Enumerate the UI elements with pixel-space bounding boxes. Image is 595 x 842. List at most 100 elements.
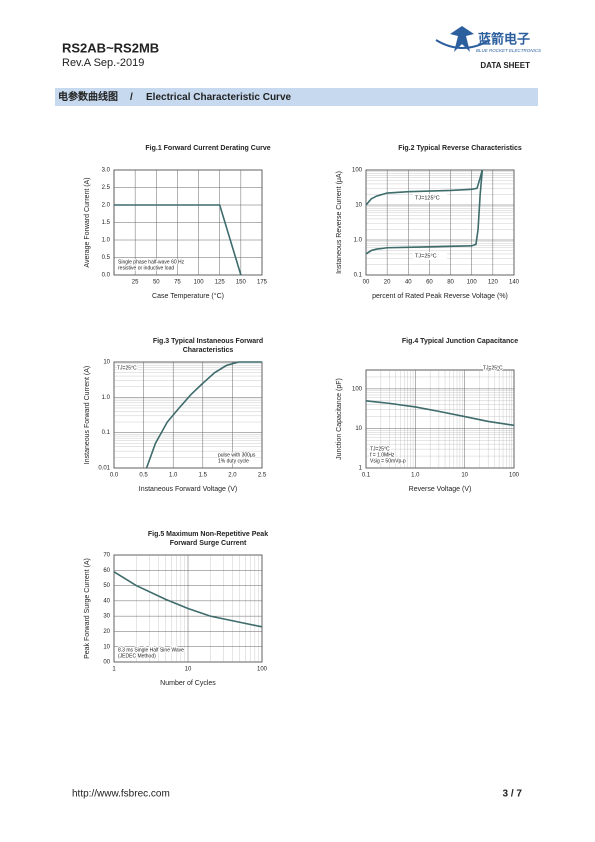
label-bg xyxy=(413,252,447,260)
y-axis-label: Instaneous Forward Current (A) xyxy=(84,366,91,464)
annotation: pulse with 300μs xyxy=(218,452,256,458)
footer-url: http://www.fsbrec.com xyxy=(72,789,170,800)
x-tick-label: 175 xyxy=(257,280,268,286)
x-tick-label: 50 xyxy=(153,280,160,286)
plot-area xyxy=(113,361,263,469)
x-tick-label: 25 xyxy=(132,280,139,286)
annotation: TJ=25°C xyxy=(483,365,503,371)
x-tick-label: 0.5 xyxy=(139,473,148,479)
x-tick-label: 20 xyxy=(384,280,391,286)
x-tick-label: 1.0 xyxy=(169,473,178,479)
y-axis-label: Junction Capacitance (pF) xyxy=(336,378,343,460)
curve xyxy=(365,169,484,255)
y-tick-label: 1.5 xyxy=(102,220,111,226)
y-tick-label: 00 xyxy=(103,660,110,666)
doc-type: DATA SHEET xyxy=(480,61,530,70)
x-tick-label: 140 xyxy=(509,280,520,286)
section-sep: / xyxy=(130,92,133,103)
chart-title: Fig.2 Typical Reverse Characteristics xyxy=(398,145,522,152)
section-en: Electrical Characteristic Curve xyxy=(146,92,292,103)
y-tick-label: 10 xyxy=(355,203,362,209)
x-tick-label: 2.5 xyxy=(258,473,267,479)
plot-area xyxy=(365,369,515,469)
page-number: 3 / 7 xyxy=(503,789,523,800)
x-tick-label: 60 xyxy=(426,280,433,286)
annotation: TJ=25°C xyxy=(117,365,137,371)
chart-title: Forward Surge Current xyxy=(170,540,247,547)
y-tick-label: 1 xyxy=(359,466,363,472)
x-tick-label: 1.0 xyxy=(411,473,420,479)
x-tick-label: 100 xyxy=(194,280,205,286)
x-axis-label: Reverse Voltage (V) xyxy=(409,486,472,493)
y-axis-label: Instaneous Reverse Current (μA) xyxy=(336,171,343,274)
x-tick-label: 10 xyxy=(185,667,192,673)
section-bar xyxy=(55,88,538,106)
chart-title: Fig.4 Typical Junction Capacitance xyxy=(402,338,518,345)
y-tick-label: 10 xyxy=(103,360,110,366)
x-tick-label: 1.5 xyxy=(199,473,208,479)
logo-icon xyxy=(450,26,474,52)
x-tick-label: 125 xyxy=(215,280,226,286)
annotation: f = 1.0MHz xyxy=(370,452,395,458)
y-tick-label: 0.1 xyxy=(354,273,363,279)
annotation: Vsig = 50mVp-p xyxy=(370,458,406,464)
series-label: TJ=25°C xyxy=(415,253,437,259)
x-axis-label: Case Temperature (°C) xyxy=(152,292,224,300)
x-tick-label: 0.0 xyxy=(110,473,119,479)
annotation: Single phase half-wave 60 Hz xyxy=(118,259,185,265)
revision: Rev.A Sep.-2019 xyxy=(62,57,144,69)
x-tick-label: 75 xyxy=(174,280,181,286)
chart-title: Fig.1 Forward Current Derating Curve xyxy=(145,145,270,152)
y-tick-label: 0.1 xyxy=(102,430,111,436)
x-tick-label: 100 xyxy=(509,473,520,479)
y-tick-label: 0.5 xyxy=(102,255,111,261)
x-tick-label: 150 xyxy=(236,280,247,286)
y-tick-label: 20 xyxy=(103,629,110,635)
series-label: TJ=125°C xyxy=(415,195,440,201)
x-tick-label: 120 xyxy=(488,280,499,286)
logo-en: BLUE ROCKET ELECTRONICS xyxy=(476,48,541,53)
y-tick-label: 10 xyxy=(103,644,110,650)
curve xyxy=(365,169,484,206)
part-number: RS2AB~RS2MB xyxy=(62,40,159,55)
y-tick-label: 1.0 xyxy=(102,238,111,244)
logo-cn: 蓝箭电子 xyxy=(478,31,530,46)
y-tick-label: 100 xyxy=(352,168,363,174)
y-tick-label: 2.5 xyxy=(102,185,111,191)
y-tick-label: 0.0 xyxy=(102,273,111,279)
y-tick-label: 30 xyxy=(103,614,110,620)
y-tick-label: 40 xyxy=(103,598,110,604)
label-bg xyxy=(413,194,447,202)
x-tick-label: 100 xyxy=(257,667,268,673)
chart-title: Fig.5 Maximum Non-Repetitive Peak xyxy=(148,531,268,538)
x-axis-label: Instaneous Forward Voltage (V) xyxy=(139,486,237,493)
logo-swoosh xyxy=(435,39,491,49)
annotation: 1% duty cycle xyxy=(218,458,249,464)
curve xyxy=(365,399,515,427)
section-cn: 电参数曲线图 xyxy=(58,90,118,103)
y-tick-label: 70 xyxy=(103,553,110,559)
x-tick-label: 80 xyxy=(447,280,454,286)
curve xyxy=(114,204,242,276)
y-tick-label: 3.0 xyxy=(102,168,111,174)
y-tick-label: 1.0 xyxy=(102,395,111,401)
curve xyxy=(145,361,262,469)
y-tick-label: 2.0 xyxy=(102,203,111,209)
chart-title: Fig.3 Typical Instaneous Forward xyxy=(153,338,263,345)
annotation: TJ=25°C xyxy=(370,446,390,452)
y-axis-label: Average Forward Current (A) xyxy=(84,177,91,267)
x-tick-label: 0.1 xyxy=(362,473,371,479)
annotation: 8.3 ms Single Half Sine Wave xyxy=(118,647,184,653)
x-tick-label: 00 xyxy=(363,280,370,286)
annotation: resistive or inductive load xyxy=(118,265,174,271)
x-tick-label: 100 xyxy=(467,280,478,286)
x-tick-label: 10 xyxy=(461,473,468,479)
annotation: (JEDEC Method) xyxy=(118,653,156,659)
y-tick-label: 0.01 xyxy=(98,466,110,472)
chart-title: Characteristics xyxy=(183,347,234,354)
y-tick-label: 10 xyxy=(355,426,362,432)
y-axis-label: Peak Forward Surge Current (A) xyxy=(84,558,91,659)
y-tick-label: 50 xyxy=(103,583,110,589)
